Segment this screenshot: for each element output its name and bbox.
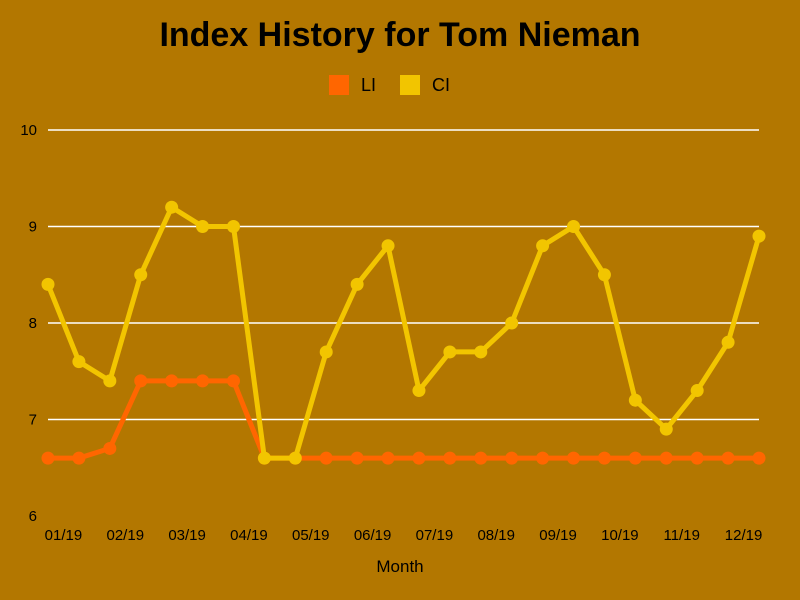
data-point-ci [567,220,581,233]
y-tick-label: 9 [29,219,37,236]
data-point-li [196,374,210,388]
data-point-li [628,451,642,465]
series-li [41,374,766,465]
data-point-li [134,374,148,388]
data-point-ci [412,384,426,398]
x-tick-label: 01/19 [45,527,83,544]
data-point-li [505,451,519,465]
x-tick-label: 03/19 [168,527,206,544]
data-point-li [752,451,766,465]
legend-label-ci: CI [432,75,450,95]
data-point-ci [690,384,704,398]
data-point-li [597,451,611,465]
data-point-ci [72,355,86,369]
y-tick-label: 6 [29,508,37,525]
data-point-li [319,451,333,465]
data-point-li [536,451,550,465]
data-point-ci [350,277,364,291]
legend-swatch-ci [400,75,420,95]
chart-title: Index History for Tom Nieman [159,16,640,54]
series-layer [41,200,766,465]
data-point-li [72,451,86,465]
x-tick-label: 08/19 [477,527,515,544]
data-point-li [474,451,488,465]
data-point-ci [257,451,271,465]
data-point-li [226,374,240,388]
y-tick-label: 7 [29,412,37,429]
x-tick-label: 02/19 [107,527,145,544]
x-axis-ticks: 01/19 02/19 03/19 04/19 05/19 06/19 07/19 08/19… [45,527,763,544]
data-point-li [103,441,117,455]
data-point-ci [381,239,395,253]
data-point-li [350,451,364,465]
data-point-ci [443,345,457,359]
data-point-ci [659,422,673,436]
series-line-ci [45,204,762,461]
data-point-ci [319,345,333,359]
data-point-li [41,451,55,465]
x-tick-label: 10/19 [601,527,639,544]
y-axis-ticks: 6 7 8 9 10 [20,122,37,525]
x-tick-label: 11/19 [663,527,699,544]
y-tick-label: 8 [29,315,37,332]
data-point-ci [288,451,302,465]
data-point-ci [721,335,735,349]
data-point-li [721,451,735,465]
x-tick-label: 09/19 [539,527,577,544]
x-tick-label: 05/19 [292,527,330,544]
data-point-ci [474,345,488,359]
data-point-ci [41,277,55,291]
data-point-li [412,451,426,465]
y-tick-label: 10 [20,122,37,139]
data-point-ci [536,239,550,253]
x-tick-label: 04/19 [230,527,268,544]
legend-swatch-li [329,75,349,95]
x-tick-label: 07/19 [416,527,454,544]
data-point-li [381,451,395,465]
data-point-li [165,374,179,388]
legend: LI CI [329,75,450,95]
x-tick-label: 06/19 [354,527,392,544]
data-point-li [443,451,457,465]
data-point-ci [165,200,179,214]
data-point-ci [196,220,210,233]
data-point-ci [226,220,240,233]
data-point-ci [628,393,642,407]
data-point-ci [103,374,117,388]
data-point-li [659,451,673,465]
data-point-li [567,451,581,465]
data-point-ci [505,316,519,330]
data-point-ci [134,268,148,282]
data-point-ci [752,229,766,243]
series-ci [41,200,766,465]
x-tick-label: 12/19 [725,527,763,544]
data-point-ci [597,268,611,282]
data-point-li [690,451,704,465]
legend-label-li: LI [361,75,376,95]
x-axis-label: Month [376,557,423,576]
gridlines [48,129,759,421]
